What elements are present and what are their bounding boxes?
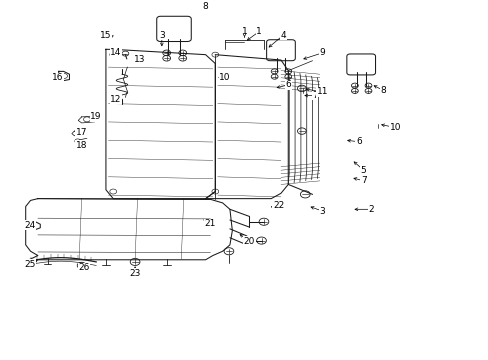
Text: 15: 15 [100,31,111,40]
Text: 7: 7 [311,91,317,100]
Text: 3: 3 [319,207,325,216]
Text: 8: 8 [203,2,208,11]
Text: 8: 8 [380,86,385,95]
Text: 10: 10 [388,123,400,132]
Text: 5: 5 [360,166,366,175]
Text: 6: 6 [355,137,361,146]
Text: 18: 18 [76,141,87,150]
Text: 13: 13 [134,55,145,64]
Text: 10: 10 [219,73,230,82]
Text: 2: 2 [367,205,373,214]
Text: 17: 17 [76,129,87,138]
Text: 25: 25 [24,260,35,269]
Text: 1: 1 [241,27,247,36]
Text: 22: 22 [272,201,284,210]
Text: 16: 16 [51,73,63,82]
Text: 9: 9 [319,48,325,57]
Text: 21: 21 [204,219,216,228]
Text: 24: 24 [24,221,35,230]
Text: 26: 26 [78,264,90,273]
Text: 6: 6 [285,80,290,89]
Text: 19: 19 [90,112,102,121]
Text: 20: 20 [243,237,255,246]
Text: 7: 7 [360,176,366,185]
Text: 12: 12 [110,95,121,104]
Text: 23: 23 [129,269,141,278]
Text: 3: 3 [159,31,164,40]
Text: 1: 1 [256,27,262,36]
Text: 14: 14 [110,48,121,57]
Text: 4: 4 [280,31,285,40]
Text: 11: 11 [316,87,327,96]
